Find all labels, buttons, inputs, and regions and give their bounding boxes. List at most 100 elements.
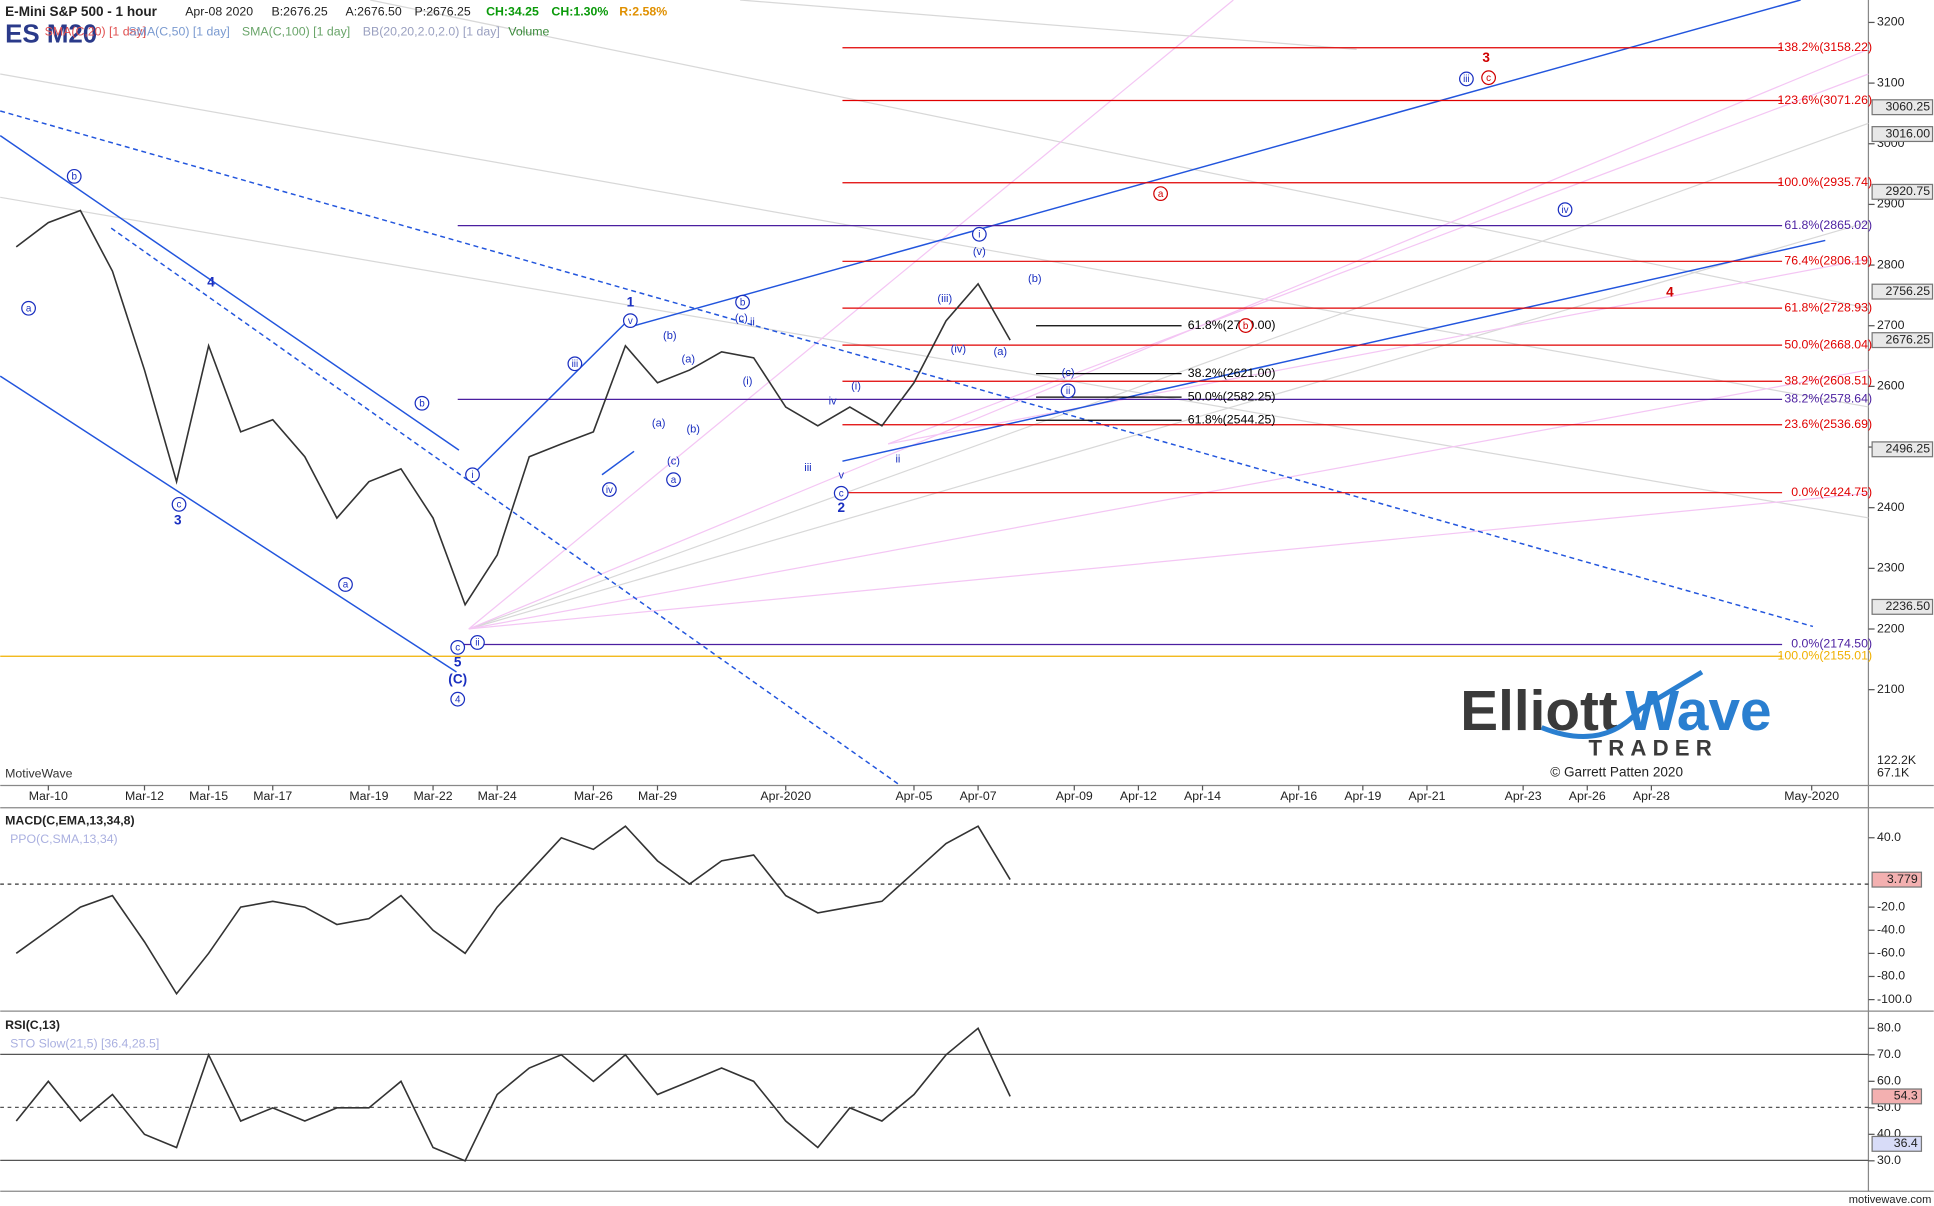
fib-label: 23.6%(2536.69): [1784, 417, 1872, 431]
guide-lines: [0, 0, 1869, 630]
wave-label: (c): [667, 456, 680, 468]
x-tick-label: Apr-23: [1505, 789, 1542, 803]
y-tick-label: -80.0: [1877, 969, 1905, 983]
logo-swoosh: [1540, 669, 1704, 739]
fib-label: 50.0%(2582.25): [1188, 389, 1276, 403]
wave-circle: [171, 496, 187, 512]
y-tick-label: 2900: [1877, 197, 1905, 211]
wave-label: b: [1243, 321, 1249, 332]
y-tick-label: 70.0: [1877, 1047, 1901, 1061]
wave-circle: [735, 294, 750, 310]
y-tick-label: 3100: [1877, 75, 1905, 89]
price-box: [1871, 99, 1934, 116]
price-box-label: 3016.00: [1885, 126, 1930, 140]
wave-label: (a): [994, 346, 1008, 358]
instrument: E-Mini S&P 500 - 1 hour: [5, 4, 158, 19]
wave-label: iii: [804, 462, 811, 474]
sto-label: 36.4: [1894, 1136, 1918, 1150]
last-value-label: 3.779: [1887, 872, 1918, 886]
wave-label: 2: [837, 500, 845, 515]
x-tick-label: Apr-28: [1633, 789, 1670, 803]
indicator: BB(20,20,2.0,2.0) [1 day]: [363, 24, 500, 38]
price-line: [15, 209, 1011, 607]
y-tick-label: 2700: [1877, 318, 1905, 332]
y-tick-label: 60.0: [1877, 1074, 1901, 1088]
logo-second: Wave: [1625, 680, 1771, 743]
x-tick-label: Mar-24: [478, 789, 517, 803]
x-tick-label: Apr-2020: [760, 789, 811, 803]
wave-label: (i): [743, 376, 753, 388]
x-tick-label: Mar-19: [349, 789, 388, 803]
wave-label: ii: [895, 453, 900, 465]
wave-label: (i): [851, 381, 861, 393]
wave-label: (b): [663, 330, 677, 342]
panel-subtitle: STO Slow(21,5) [36.4,28.5]: [10, 1037, 159, 1051]
x-tick-label: Mar-15: [189, 789, 228, 803]
wave-circle: [1060, 383, 1076, 399]
fib-label: 61.8%(2728.93): [1784, 300, 1872, 314]
fib-label: 0.0%(2424.75): [1791, 485, 1872, 499]
wave-circle: [465, 467, 480, 483]
logo-first: Elliott: [1460, 680, 1618, 743]
header-bid: B:2676.25: [272, 5, 328, 19]
wave-label: iii: [572, 359, 579, 370]
watermark: MotiveWave: [5, 767, 73, 781]
wave-label: c: [1486, 73, 1491, 84]
header-change: CH:34.25: [486, 5, 539, 19]
wave-label: 3: [1482, 50, 1490, 65]
price-box: [1871, 441, 1934, 458]
wave-circle: [450, 639, 466, 655]
wave-label: iii: [1463, 74, 1470, 85]
price-box-label: 2756.25: [1885, 284, 1930, 298]
last-value-box: [1871, 871, 1923, 888]
wave-circle: [414, 395, 430, 411]
volume-label: 122.2K: [1877, 753, 1917, 767]
wave-label: v: [628, 316, 633, 327]
wave-label: (c): [1062, 367, 1075, 379]
wave-label: 5: [454, 654, 462, 669]
wave-circle: [833, 485, 849, 501]
x-tick-label: Apr-19: [1344, 789, 1381, 803]
y-tick-label: 2200: [1877, 621, 1905, 635]
wave-label: i: [978, 230, 980, 241]
wave-circle: [470, 635, 485, 650]
volume-label: 67.1K: [1877, 765, 1910, 779]
wave-label: a: [343, 580, 349, 591]
price-box-label: 3060.25: [1885, 99, 1930, 113]
y-tick-label: 2300: [1877, 561, 1905, 575]
x-tick-label: Mar-10: [29, 789, 68, 803]
wave-circle: [1238, 318, 1254, 333]
x-tick-label: Apr-26: [1569, 789, 1606, 803]
wave-circle: [1557, 202, 1573, 218]
last-value-label: 54.3: [1894, 1089, 1918, 1103]
wave-label: c: [455, 643, 460, 654]
y-tick-label: -40.0: [1877, 922, 1905, 936]
x-tick-label: Apr-12: [1120, 789, 1157, 803]
wave-label: ii: [750, 316, 755, 328]
wave-label: iv: [1562, 205, 1569, 216]
sto-box: [1871, 1135, 1923, 1152]
wave-label: (v): [973, 246, 986, 258]
price-box: [1871, 598, 1934, 615]
wave-label: c: [839, 488, 844, 499]
wave-label: (C): [448, 672, 467, 687]
price-box-label: 2496.25: [1885, 442, 1930, 456]
wave-label: a: [26, 304, 32, 315]
symbol: ES M20: [5, 21, 97, 49]
fib-label: 61.8%(2865.02): [1784, 218, 1872, 232]
y-tick-label: 40.0: [1877, 830, 1901, 844]
panel-subtitle: PPO(C,SMA,13,34): [10, 832, 118, 846]
fib-label: 100.0%(2155.01): [1778, 649, 1873, 663]
wave-label: a: [671, 475, 677, 486]
price-box-label: 2920.75: [1885, 184, 1930, 198]
x-tick-label: Apr-21: [1408, 789, 1445, 803]
y-tick-label: -60.0: [1877, 946, 1905, 960]
header-ask: A:2676.50: [346, 5, 402, 19]
x-tick-label: Mar-22: [414, 789, 453, 803]
wave-circle: [666, 472, 681, 488]
wave-label: i: [471, 470, 473, 481]
fib-label: 61.8%(2544.25): [1188, 412, 1276, 426]
y-tick-label: 2100: [1877, 682, 1905, 696]
